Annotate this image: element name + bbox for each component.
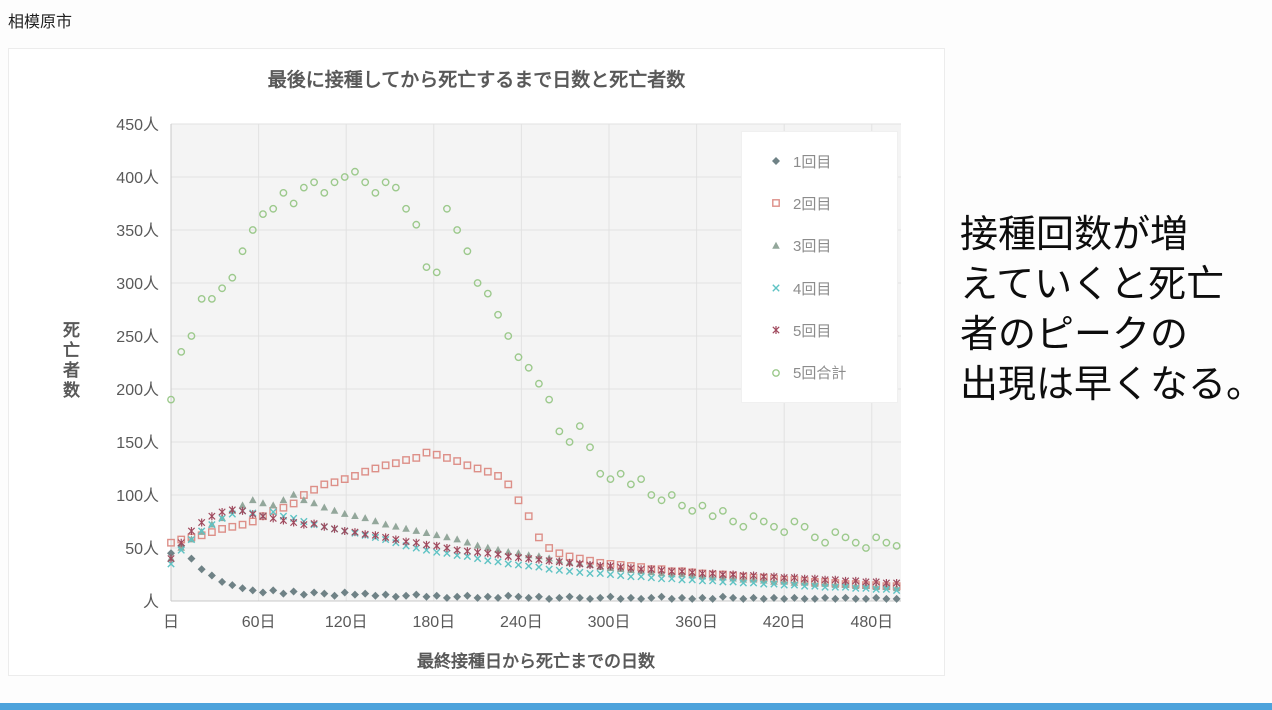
legend-label: 1回目	[793, 153, 832, 171]
svg-text:480日: 480日	[850, 614, 893, 631]
y-axis-title: 死亡者数	[60, 321, 79, 401]
legend-label: 2回目	[793, 195, 832, 213]
legend-label: 3回目	[793, 238, 832, 256]
legend-marker-icon	[772, 199, 780, 208]
series-4回目	[167, 507, 901, 595]
series-5回合計	[167, 167, 901, 552]
svg-text:250人: 250人	[116, 328, 159, 346]
legend-item: 5回合計	[768, 362, 893, 383]
svg-text:100人: 100人	[116, 487, 159, 505]
chart-panel: 最後に接種してから死亡するまで日数と死亡者数 死亡者数 450人 400人 350人…	[8, 48, 945, 676]
svg-text:180日: 180日	[412, 614, 455, 631]
svg-text:360日: 360日	[675, 614, 718, 631]
legend-marker-icon	[772, 157, 780, 166]
legend-marker-icon	[772, 326, 780, 335]
annotation-caption: 接種回数が増 えていくと死亡 者のピークの 出現は早くなる。	[960, 214, 1265, 407]
legend-item: 1回目	[768, 151, 893, 172]
svg-text:450人: 450人	[116, 116, 159, 134]
svg-text:300人: 300人	[116, 275, 159, 293]
svg-text:人: 人	[143, 593, 159, 611]
x-axis-title: 最終接種日から死亡までの日数	[417, 652, 655, 671]
svg-text:60日: 60日	[242, 614, 276, 631]
svg-text:50人: 50人	[125, 540, 159, 558]
legend-item: 2回目	[768, 193, 893, 214]
legend-item: 4回目	[768, 278, 893, 299]
svg-text:300日: 300日	[588, 614, 631, 631]
svg-text:120日: 120日	[325, 614, 368, 631]
city-label: 相模原市	[8, 14, 73, 31]
legend-label: 5回目	[793, 322, 832, 340]
svg-text:200人: 200人	[116, 381, 159, 399]
chart-title: 最後に接種してから死亡するまで日数と死亡者数	[267, 70, 686, 91]
series-5回目	[167, 505, 901, 587]
legend-marker-icon	[772, 368, 780, 377]
legend-marker-icon	[772, 241, 780, 249]
series-1回目	[167, 541, 901, 603]
legend-item: 3回目	[768, 235, 893, 256]
legend: 1回目 2回目 3回目 4回目 5回目 5回合計	[741, 131, 898, 403]
svg-text:400人: 400人	[116, 169, 159, 187]
svg-text:350人: 350人	[116, 222, 159, 240]
svg-text:420日: 420日	[763, 614, 806, 631]
legend-label: 5回合計	[793, 365, 847, 383]
svg-text:150人: 150人	[116, 434, 159, 452]
legend-marker-icon	[772, 284, 780, 292]
svg-text:日: 日	[163, 614, 179, 631]
legend-item: 5回目	[768, 320, 893, 341]
svg-text:240日: 240日	[500, 614, 543, 631]
bottom-blue-bar	[0, 703, 1272, 710]
legend-label: 4回目	[793, 280, 832, 298]
